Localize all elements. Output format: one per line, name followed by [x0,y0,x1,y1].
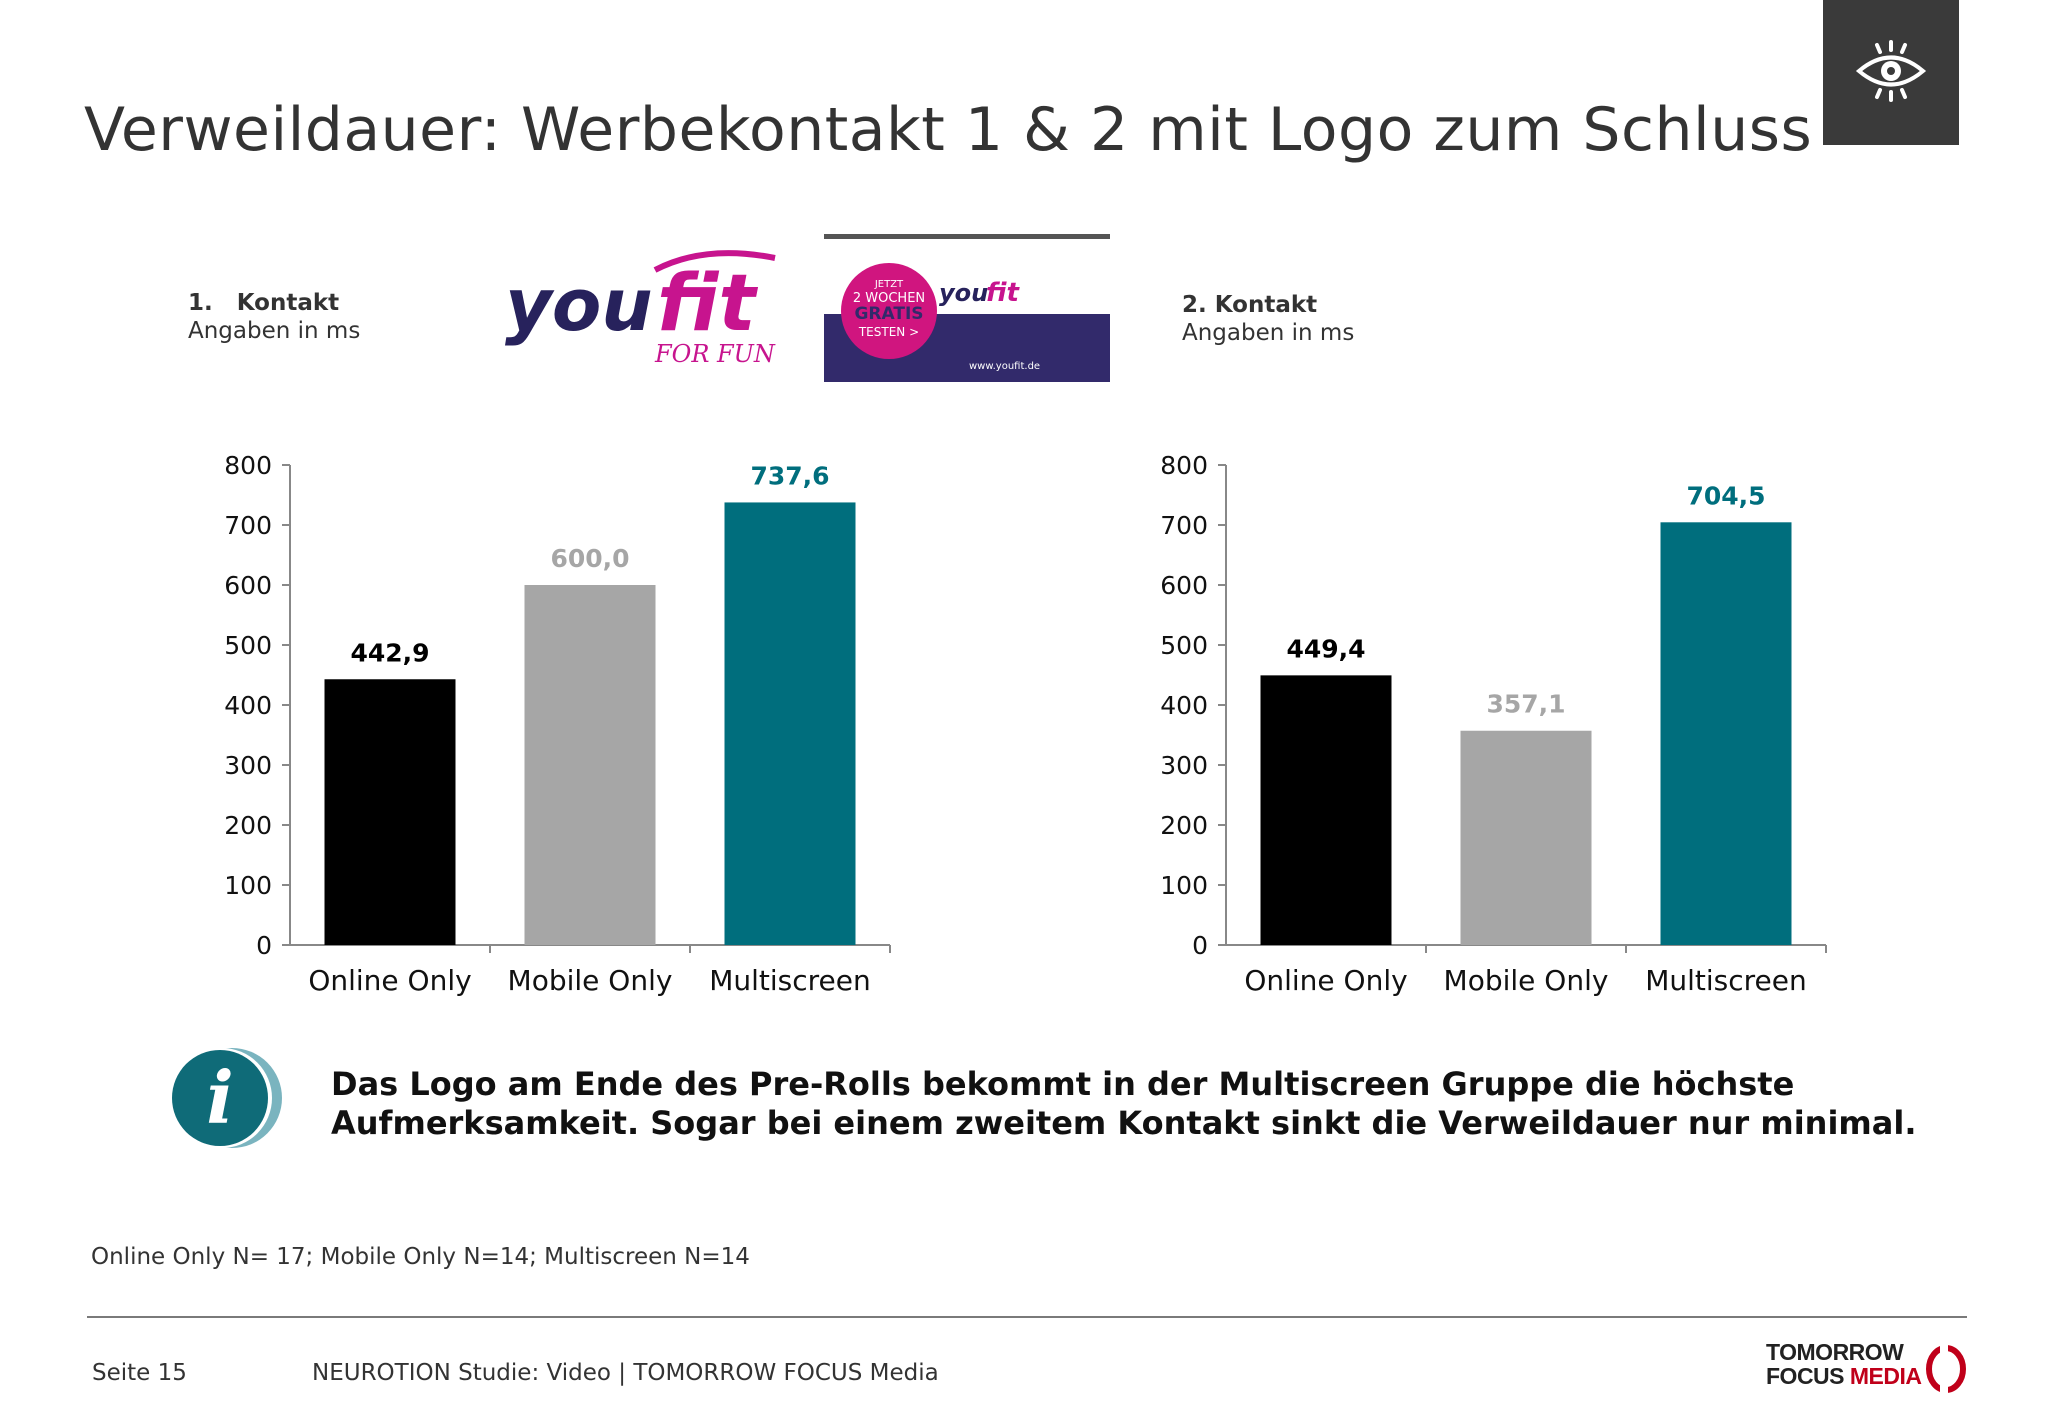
x-category-label: Mobile Only [508,964,673,997]
y-tick-label: 400 [224,691,272,720]
contact2-unit: Angaben in ms [1182,320,1355,346]
y-tick-label: 0 [1192,931,1208,960]
info-text-line2: Aufmerksamkeit. Sogar bei einem zweitem … [331,1104,1917,1142]
y-tick-label: 400 [1160,691,1208,720]
y-tick-label: 100 [1160,871,1208,900]
eye-icon [1855,40,1927,102]
youfit-logo: you fit FOR FUN [505,250,805,374]
y-tick-label: 500 [224,631,272,660]
x-category-label: Multiscreen [709,964,871,997]
x-category-label: Online Only [308,964,471,997]
ad-mini-brand-fit: fit [986,278,1020,308]
info-text-line1: Das Logo am Ende des Pre-Rolls bekommt i… [331,1065,1795,1103]
y-tick-label: 300 [1160,751,1208,780]
bar-value-label: 737,6 [750,461,829,490]
x-category-label: Online Only [1244,964,1407,997]
ad-thumbnail: JETZT 2 WOCHEN GRATIS TESTEN > you fit w… [824,234,1110,382]
bar-mobile-only [524,585,656,945]
bar-value-label: 600,0 [550,544,629,573]
tomorrow-focus-media-logo: TOMORROW FOCUS MEDIA [1766,1339,1966,1394]
y-tick-label: 0 [256,931,272,960]
y-tick-label: 200 [1160,811,1208,840]
bar-value-label: 442,9 [350,638,429,667]
ad-badge-line3: GRATIS [854,304,923,324]
x-category-label: Multiscreen [1645,964,1807,997]
bar-multiscreen [724,502,856,945]
y-tick-label: 200 [224,811,272,840]
contact1-heading: 1. Kontakt Angaben in ms [188,290,360,344]
logo-line2: FOCUS MEDIA [1766,1364,1922,1388]
bar-value-label: 449,4 [1286,634,1365,663]
youfit-tagline: FOR FUN [654,340,776,368]
chart-contact2-svg: 0 100 200 300 400 500 600 700 800 449,4 Online Onl… [1160,451,1827,997]
info-text: Das Logo am Ende des Pre-Rolls bekommt i… [331,1065,1951,1143]
bar-online-only [1260,675,1392,945]
bar-value-label: 704,5 [1686,481,1765,510]
y-tick-label: 600 [1160,571,1208,600]
y-tick-label: 700 [224,511,272,540]
contact1-label: 1. Kontakt [188,290,340,316]
info-callout: i [164,1045,294,1159]
y-tick-label: 600 [224,571,272,600]
youfit-brand-fit: fit [657,259,758,349]
info-icon: i [172,1048,282,1148]
y-tick-label: 700 [1160,511,1208,540]
logo-mark-icon [1926,1344,1966,1394]
ad-url: www.youfit.de [969,361,1040,372]
footer-divider [87,1316,1967,1318]
ad-badge-line2: 2 WOCHEN [853,291,925,306]
chart-contact1: 0 100 200 300 400 500 600 700 800 442,9 Online Onl… [200,440,900,1014]
header-badge [1823,0,1959,145]
sample-size-footnote: Online Only N= 17; Mobile Only N=14; Mul… [91,1244,750,1270]
contact2-heading: 2. Kontakt Angaben in ms [1182,292,1354,346]
y-tick-label: 300 [224,751,272,780]
info-letter: i [206,1055,233,1140]
bar-multiscreen [1660,522,1792,945]
ad-badge-line1: JETZT [874,279,904,290]
bar-online-only [324,679,456,945]
contact2-label: 2. Kontakt [1182,292,1318,318]
page-title: Verweildauer: Werbekontakt 1 & 2 mit Log… [84,95,1813,165]
chart-contact1-svg: 0 100 200 300 400 500 600 700 800 442,9 Online Onl… [224,451,891,997]
ad-badge-line4: TESTEN > [858,325,919,339]
chart-contact2: 0 100 200 300 400 500 600 700 800 449,4 Online Onl… [1136,440,1836,1014]
x-category-label: Mobile Only [1444,964,1609,997]
page-number: Seite 15 [92,1360,187,1386]
y-tick-label: 100 [224,871,272,900]
contact1-unit: Angaben in ms [188,318,361,344]
ad-mini-brand: you [939,279,988,307]
bar-value-label: 357,1 [1486,690,1565,719]
logo-focus: FOCUS [1766,1363,1845,1389]
y-tick-label: 500 [1160,631,1208,660]
youfit-brand: you [505,263,653,347]
y-tick-label: 800 [224,451,272,480]
logo-media: MEDIA [1849,1363,1922,1389]
bar-mobile-only [1460,730,1592,945]
y-tick-label: 800 [1160,451,1208,480]
logo-line1: TOMORROW [1766,1339,1904,1365]
footer-study: NEUROTION Studie: Video | TOMORROW FOCUS… [312,1360,939,1386]
